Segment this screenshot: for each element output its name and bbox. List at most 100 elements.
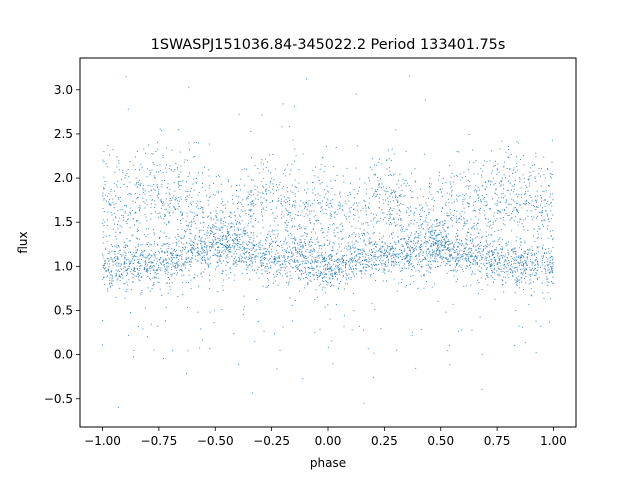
- data-point: [538, 228, 540, 230]
- data-point: [143, 201, 145, 203]
- data-point: [494, 231, 496, 233]
- data-point: [511, 272, 513, 274]
- data-point: [114, 236, 116, 238]
- data-point: [147, 245, 149, 247]
- data-point: [328, 191, 330, 193]
- data-point: [306, 249, 308, 251]
- data-point: [222, 272, 224, 274]
- data-point: [349, 212, 351, 214]
- data-point: [167, 292, 169, 294]
- data-point: [289, 252, 291, 254]
- data-point: [394, 222, 396, 224]
- data-point: [373, 261, 375, 263]
- data-point: [320, 253, 322, 255]
- data-point: [477, 195, 479, 197]
- data-point: [401, 244, 403, 246]
- data-point: [383, 255, 385, 257]
- data-point: [504, 209, 506, 211]
- data-point: [236, 185, 238, 186]
- data-point: [378, 255, 380, 257]
- data-point: [344, 254, 346, 256]
- data-point: [218, 249, 220, 251]
- data-point: [547, 258, 549, 260]
- data-point: [169, 211, 171, 213]
- data-point: [470, 284, 472, 286]
- data-point: [271, 251, 273, 253]
- data-point: [432, 209, 434, 211]
- data-point: [104, 188, 106, 190]
- data-point: [492, 281, 494, 283]
- data-point: [341, 238, 343, 240]
- data-point: [185, 252, 187, 254]
- data-point: [423, 153, 425, 155]
- data-point: [300, 279, 302, 281]
- data-point: [156, 258, 158, 260]
- data-point: [487, 275, 489, 277]
- data-point: [444, 231, 446, 232]
- data-point: [134, 169, 136, 171]
- data-point: [110, 270, 112, 272]
- data-point: [345, 263, 347, 265]
- data-point: [153, 269, 155, 271]
- data-point: [272, 212, 274, 214]
- data-point: [431, 254, 433, 256]
- data-point: [343, 288, 345, 290]
- data-point: [540, 237, 542, 239]
- data-point: [224, 244, 226, 246]
- data-point: [273, 274, 275, 276]
- data-point: [263, 177, 265, 179]
- data-point: [163, 213, 165, 215]
- data-point: [242, 245, 244, 247]
- data-point: [459, 179, 461, 181]
- data-point: [342, 255, 344, 257]
- data-point: [392, 260, 394, 262]
- data-point: [489, 180, 491, 182]
- data-point: [518, 255, 520, 257]
- data-point: [390, 193, 392, 195]
- data-point: [466, 223, 468, 225]
- data-point: [547, 168, 549, 170]
- data-point: [229, 215, 231, 217]
- data-point: [429, 186, 431, 188]
- data-point: [177, 176, 179, 178]
- data-point: [288, 197, 290, 199]
- data-point: [254, 185, 256, 187]
- data-point: [511, 249, 513, 251]
- data-point: [330, 205, 332, 207]
- data-point: [387, 265, 389, 267]
- data-point: [269, 202, 271, 204]
- data-point: [323, 171, 325, 173]
- data-point: [496, 173, 498, 175]
- data-point: [398, 210, 400, 212]
- data-point: [274, 259, 276, 261]
- data-point: [175, 263, 177, 265]
- data-point: [552, 264, 554, 266]
- data-point: [540, 214, 542, 216]
- data-point: [550, 202, 552, 204]
- data-point: [386, 249, 388, 251]
- data-point: [355, 247, 357, 249]
- data-point: [289, 232, 291, 234]
- data-point: [212, 246, 214, 248]
- data-point: [264, 267, 266, 269]
- data-point: [394, 249, 396, 251]
- data-point: [388, 210, 390, 212]
- data-point: [442, 244, 444, 246]
- data-point: [528, 252, 530, 254]
- data-point: [450, 183, 452, 185]
- data-point: [334, 271, 336, 273]
- data-point: [390, 223, 392, 225]
- data-point: [395, 243, 397, 245]
- data-point: [515, 266, 517, 268]
- data-point: [186, 181, 187, 183]
- data-point: [325, 279, 327, 281]
- data-point: [287, 247, 289, 249]
- data-point: [273, 217, 275, 219]
- data-point: [515, 259, 517, 261]
- data-point: [401, 267, 403, 269]
- data-point: [166, 243, 168, 245]
- data-point: [541, 262, 543, 264]
- data-point: [515, 256, 517, 258]
- data-point: [261, 264, 263, 266]
- data-point: [355, 236, 357, 238]
